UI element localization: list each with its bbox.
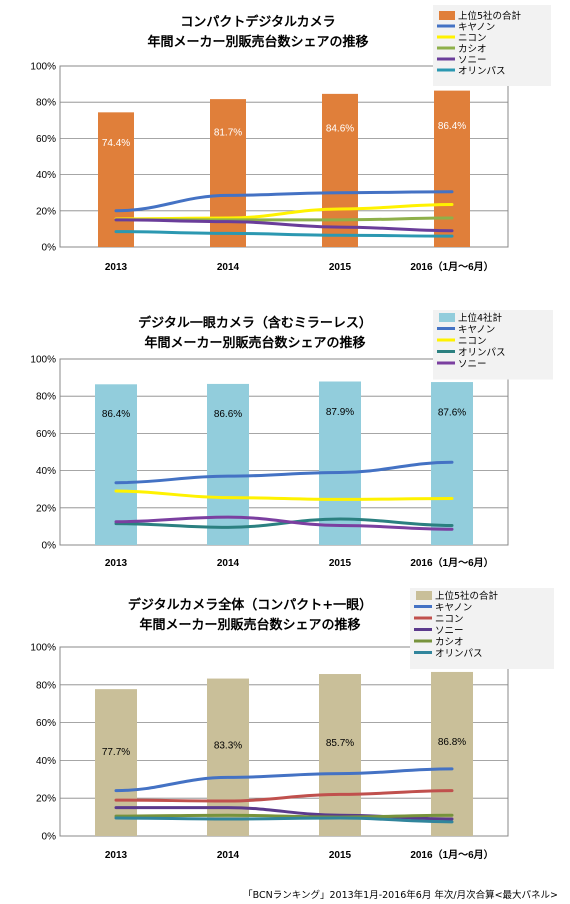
series-line: [114, 489, 454, 501]
legend-label: ソニー: [435, 626, 464, 637]
legend-label: オリンパス: [435, 649, 483, 660]
y-tick-label: 80%: [36, 392, 56, 403]
y-tick-label: 80%: [36, 98, 56, 109]
y-tick-label: 40%: [36, 756, 56, 767]
y-tick-label: 100%: [30, 355, 56, 366]
bar: [207, 678, 249, 836]
legend-label: 上位4社計: [458, 312, 503, 324]
bar: [319, 674, 361, 836]
series-line: [114, 190, 454, 213]
chart-title: 年間メーカー別販売台数シェアの推移: [139, 617, 360, 633]
bar: [95, 384, 137, 545]
series-line: [114, 789, 454, 803]
x-tick-label: 2016（1月〜6月）: [410, 848, 493, 861]
y-tick-label: 0%: [42, 541, 57, 552]
x-tick-label: 2015: [329, 558, 352, 569]
y-tick-label: 80%: [36, 680, 56, 691]
bar: [434, 90, 470, 247]
bar: [210, 99, 246, 247]
legend-label: ニコン: [458, 33, 487, 44]
y-tick-label: 0%: [42, 243, 57, 254]
y-tick-label: 20%: [36, 206, 56, 217]
data-label: 77.7%: [102, 747, 130, 758]
y-tick-label: 40%: [36, 466, 56, 477]
legend-swatch: [439, 313, 455, 322]
legend-label: ニコン: [458, 336, 487, 347]
legend-label: カシオ: [435, 637, 464, 648]
chart-2: 0% 20% 40% 60% 80% 100% 86.4% 86.6% 87.9% 87.6% 20…: [30, 310, 553, 569]
y-tick-label: 20%: [36, 503, 56, 514]
series-line: [114, 460, 454, 485]
legend-label: 上位5社の合計: [435, 590, 499, 602]
legend-label: キヤノン: [458, 22, 495, 33]
x-tick-label: 2013: [105, 262, 128, 273]
y-tick-label: 60%: [36, 718, 56, 729]
chart-3: 0% 20% 40% 60% 80% 100% 77.7% 83.3% 85.7% 86.8% 20…: [30, 588, 554, 861]
data-label: 86.4%: [102, 409, 130, 420]
y-tick-label: 60%: [36, 134, 56, 145]
series-line: [114, 515, 454, 531]
data-label: 84.6%: [326, 124, 354, 135]
legend-label: 上位5社の合計: [458, 10, 522, 22]
series-line: [114, 813, 454, 819]
x-tick-label: 2014: [217, 558, 240, 569]
series-line: [114, 218, 454, 233]
data-label: 86.6%: [214, 409, 242, 420]
chart-title: デジタル一眼カメラ（含むミラーレス）: [138, 315, 372, 331]
data-label: 86.4%: [438, 121, 466, 132]
bar: [322, 93, 358, 248]
y-tick-label: 40%: [36, 170, 56, 181]
x-tick-label: 2015: [329, 262, 352, 273]
bar: [95, 689, 137, 836]
data-label: 87.9%: [326, 407, 354, 418]
series-line: [114, 816, 454, 824]
series-line: [114, 230, 454, 238]
series-line: [114, 767, 454, 793]
data-label: 74.4%: [102, 138, 130, 149]
chart-1: 0% 20% 40% 60% 80% 100% 74.4% 81.7% 84.6% 86.4% 20…: [30, 5, 551, 273]
x-tick-label: 2014: [217, 850, 240, 861]
x-tick-label: 2015: [329, 850, 352, 861]
legend-label: オリンパス: [458, 348, 506, 359]
x-tick-label: 2013: [105, 558, 128, 569]
y-tick-label: 0%: [42, 832, 57, 843]
legend-label: キヤノン: [458, 325, 495, 336]
data-label: 85.7%: [326, 738, 354, 749]
data-label: 87.6%: [438, 407, 466, 418]
chart-title: デジタルカメラ全体（コンパクト+一眼）: [128, 597, 372, 613]
bar: [98, 112, 134, 247]
legend-box: [410, 588, 554, 669]
y-tick-label: 60%: [36, 429, 56, 440]
legend-label: オリンパス: [458, 66, 506, 77]
legend-swatch: [416, 591, 432, 600]
y-tick-label: 20%: [36, 794, 56, 805]
chart-title: 年間メーカー別販売台数シェアの推移: [147, 34, 368, 50]
source-note: 「BCNランキング」2013年1月-2016年6月 年次/月次合算<最大パネル>: [243, 889, 558, 901]
x-tick-label: 2013: [105, 850, 128, 861]
legend-label: ソニー: [458, 359, 487, 370]
y-tick-label: 100%: [30, 62, 56, 73]
x-tick-label: 2016（1月〜6月）: [410, 260, 493, 273]
legend-label: キヤノン: [435, 603, 472, 614]
x-tick-label: 2016（1月〜6月）: [410, 556, 493, 569]
bar: [431, 671, 473, 836]
data-label: 83.3%: [214, 741, 242, 752]
x-tick-label: 2014: [217, 262, 240, 273]
data-label: 86.8%: [438, 737, 466, 748]
legend-label: ソニー: [458, 55, 487, 66]
legend-label: カシオ: [458, 44, 487, 55]
legend-swatch: [439, 11, 455, 20]
data-label: 81.7%: [214, 128, 242, 139]
legend-label: ニコン: [435, 614, 464, 625]
chart-title: コンパクトデジタルカメラ: [180, 14, 335, 30]
y-tick-label: 100%: [30, 643, 56, 654]
series-line: [114, 517, 454, 529]
chart-title: 年間メーカー別販売台数シェアの推移: [144, 335, 365, 351]
